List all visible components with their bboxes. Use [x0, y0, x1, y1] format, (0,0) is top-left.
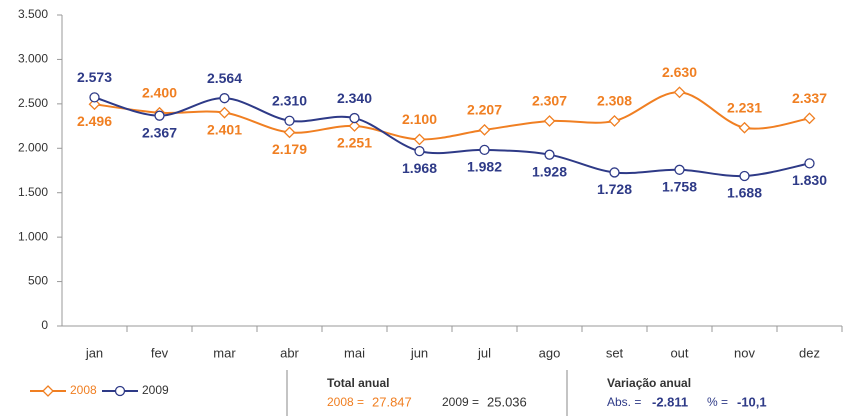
x-tick-label: set	[606, 345, 624, 360]
point	[348, 120, 361, 132]
y-tick-label: 3.000	[18, 52, 48, 66]
y-tick-label: 3.500	[18, 7, 48, 21]
x-tick-label: ago	[539, 345, 561, 360]
data-label: 2.367	[142, 124, 177, 140]
data-label: 1.758	[662, 178, 697, 194]
point	[673, 86, 686, 99]
summary-label: 2009 =	[442, 395, 479, 409]
point	[413, 133, 426, 146]
data-label: 1.688	[727, 185, 762, 201]
series-line	[94, 91, 810, 141]
point	[738, 121, 751, 134]
y-tick-label: 2.500	[18, 96, 48, 110]
data-label: 2.179	[272, 141, 307, 157]
x-tick-label: jan	[85, 345, 103, 360]
data-label: 2.564	[207, 70, 242, 86]
point	[804, 158, 815, 169]
data-label: 2.310	[272, 92, 307, 108]
x-tick-label: mai	[344, 345, 365, 360]
y-tick-label: 500	[28, 274, 48, 288]
y-tick-label: 1.000	[18, 229, 48, 243]
data-label: 1.928	[532, 163, 567, 179]
data-label: 2.630	[662, 64, 697, 80]
y-tick-label: 1.500	[18, 185, 48, 199]
data-label: 2.100	[402, 111, 437, 127]
point	[219, 93, 230, 104]
x-tick-label: jul	[477, 345, 491, 360]
summary-label: Abs. =	[607, 395, 641, 409]
y-tick-label: 0	[41, 318, 48, 332]
legend-marker	[42, 385, 54, 397]
point	[349, 112, 360, 124]
x-tick-label: nov	[734, 345, 755, 360]
legend-label: 2008	[70, 383, 97, 397]
data-label: 2.337	[792, 90, 827, 106]
summary-label: % =	[707, 395, 728, 409]
y-tick-label: 2.000	[18, 140, 48, 154]
point	[284, 115, 295, 126]
point	[608, 114, 621, 127]
point	[674, 164, 685, 175]
point	[803, 112, 816, 125]
x-tick-label: fev	[151, 345, 169, 360]
legend-label: 2009	[142, 383, 169, 397]
series-line	[94, 96, 810, 178]
point	[609, 167, 620, 178]
data-label: 1.968	[402, 160, 437, 176]
data-label: 1.982	[467, 159, 502, 175]
data-label: 2.401	[207, 121, 242, 137]
data-label: 1.830	[792, 172, 827, 188]
x-tick-label: out	[670, 345, 688, 360]
summary-value: 27.847	[372, 394, 412, 409]
point	[544, 149, 555, 160]
x-tick-label: jun	[410, 345, 428, 360]
legend-marker	[114, 385, 126, 397]
point	[414, 145, 425, 157]
point	[479, 144, 490, 156]
point	[89, 92, 100, 103]
data-label: 2.231	[727, 99, 762, 115]
data-label: 1.728	[597, 181, 632, 197]
data-label: 2.340	[337, 90, 372, 106]
x-tick-label: mar	[213, 345, 236, 360]
point	[154, 110, 165, 121]
data-label: 2.496	[77, 113, 112, 129]
summary-title: Total anual	[327, 376, 389, 390]
x-tick-label: abr	[280, 345, 299, 360]
point	[283, 126, 296, 139]
summary-value: -2.811	[652, 394, 688, 409]
summary-value: -10,1	[737, 394, 767, 409]
data-label: 2.400	[142, 84, 177, 100]
data-label: 2.207	[467, 102, 502, 118]
point	[218, 106, 231, 119]
summary-label: 2008 =	[327, 395, 364, 409]
x-tick-label: dez	[799, 345, 820, 360]
data-label: 2.251	[337, 135, 372, 151]
data-label: 2.307	[532, 93, 567, 109]
point	[478, 123, 491, 136]
point	[739, 170, 750, 182]
data-label: 2.308	[597, 93, 632, 109]
point	[543, 115, 556, 127]
data-label: 2.573	[77, 69, 112, 85]
summary-title: Variação anual	[607, 376, 691, 390]
summary-value: 25.036	[487, 394, 527, 409]
